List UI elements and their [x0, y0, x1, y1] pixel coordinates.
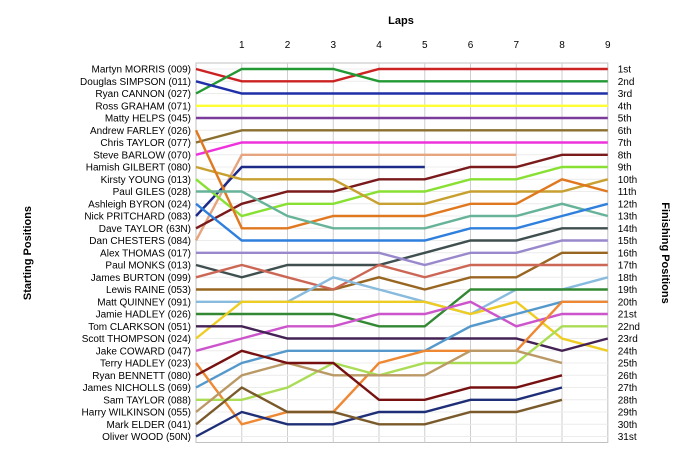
driver-series-line: [195, 141, 608, 156]
starting-driver-label: Dan CHESTERS (084): [89, 236, 191, 247]
starting-driver-label: Jamie HADLEY (026): [96, 310, 191, 321]
driver-series-line: [194, 129, 609, 230]
starting-driver-label: Matt QUINNEY (091): [97, 297, 191, 308]
driver-series-line: [196, 239, 608, 267]
driver-series-line: [195, 165, 608, 218]
starting-driver-label: Ryan BENNETT (080): [92, 371, 191, 382]
finishing-position-label: 17th: [618, 261, 637, 272]
starting-driver-label: Andrew FARLEY (026): [90, 126, 191, 137]
finishing-position-label: 18th: [618, 273, 637, 284]
starting-driver-label: Alex THOMAS (017): [100, 248, 191, 259]
starting-driver-label: Chris TAYLOR (077): [100, 138, 191, 149]
finishing-position-label: 6th: [618, 126, 632, 137]
starting-driver-label: Oliver WOOD (50N): [102, 432, 191, 443]
finishing-position-label: 29th: [618, 408, 637, 419]
finishing-position-label: 16th: [618, 248, 637, 259]
starting-driver-label: Lewis RAINE (053): [106, 285, 191, 296]
x-tick-label: 5: [422, 40, 428, 51]
finishing-position-label: 10th: [618, 175, 637, 186]
finishing-position-label: 1st: [618, 65, 632, 76]
finishing-position-label: 9th: [618, 163, 632, 174]
finishing-position-label: 14th: [618, 224, 637, 235]
finishing-position-label: 2nd: [618, 77, 635, 88]
starting-driver-label: Mark ELDER (041): [107, 420, 191, 431]
driver-series-line: [195, 80, 608, 95]
finishing-position-label: 27th: [618, 383, 637, 394]
finishing-position-label: 28th: [618, 395, 637, 406]
x-tick-label: 7: [513, 40, 519, 51]
x-tick-label: 4: [376, 40, 382, 51]
driver-series-line: [194, 153, 517, 242]
starting-driver-label: Nick PRITCHARD (083): [84, 212, 191, 223]
starting-driver-label: Ross GRAHAM (071): [95, 101, 191, 112]
starting-driver-label: Ryan CANNON (027): [95, 89, 191, 100]
starting-driver-label: Paul GILES (028): [113, 187, 191, 198]
driver-series-line: [195, 386, 563, 426]
driver-series-line: [195, 202, 609, 242]
x-tick-label: 6: [468, 40, 474, 51]
finishing-position-label: 12th: [618, 199, 637, 210]
driver-series-line: [195, 263, 608, 291]
starting-driver-label: Matty HELPS (045): [105, 114, 191, 125]
driver-series-line: [195, 349, 563, 401]
finishing-position-label: 21st: [618, 310, 637, 321]
starting-driver-label: James NICHOLLS (069): [83, 383, 191, 394]
starting-driver-label: Sam TAYLOR (088): [103, 395, 191, 406]
x-tick-label: 3: [330, 40, 336, 51]
finishing-position-label: 25th: [618, 359, 637, 370]
finishing-position-label: 24th: [618, 346, 637, 357]
starting-driver-label: Ashleigh BYRON (024): [88, 199, 191, 210]
driver-series-line: [195, 67, 608, 95]
starting-driver-label: Hamish GILBERT (080): [86, 163, 191, 174]
driver-series-line: [195, 129, 608, 144]
starting-driver-label: Harry WILKINSON (055): [82, 408, 191, 419]
starting-driver-label: Martyn MORRIS (009): [92, 65, 191, 76]
finishing-position-label: 26th: [618, 371, 637, 382]
driver-series-line: [195, 349, 563, 413]
driver-series-line: [196, 190, 609, 230]
finishing-position-label: 4th: [618, 101, 632, 112]
driver-series-line: [195, 67, 608, 83]
finishing-position-label: 31st: [618, 432, 637, 443]
finishing-position-label: 11th: [618, 187, 637, 198]
starting-driver-label: Steve BARLOW (070): [93, 150, 191, 161]
finishing-position-label: 7th: [618, 138, 632, 149]
finishing-position-label: 23rd: [618, 334, 638, 345]
starting-position-labels: Martyn MORRIS (009)Douglas SIMPSON (011)…: [80, 65, 191, 444]
finishing-position-label: 13th: [618, 212, 637, 223]
y-axis-label-right: Finishing Positions: [659, 202, 671, 303]
finishing-position-label: 8th: [618, 150, 632, 161]
starting-driver-label: Kirsty YOUNG (013): [101, 175, 191, 186]
starting-driver-label: Terry HADLEY (023): [100, 359, 191, 370]
finishing-position-label: 22nd: [618, 322, 640, 333]
starting-driver-label: Dave TAYLOR (63N): [99, 224, 191, 235]
finishing-position-label: 5th: [618, 114, 632, 125]
series-lines: [194, 67, 609, 438]
starting-driver-label: James BURTON (099): [91, 273, 191, 284]
starting-driver-label: Jake COWARD (047): [96, 346, 191, 357]
driver-series-line: [195, 386, 563, 438]
finishing-position-label: 19th: [618, 285, 637, 296]
x-tick-label: 1: [239, 40, 245, 51]
x-tick-label: 2: [285, 40, 291, 51]
driver-series-line: [195, 165, 425, 217]
driver-series-line: [196, 325, 608, 401]
starting-driver-label: Douglas SIMPSON (011): [80, 77, 191, 88]
x-tick-labels: 1 2 3 4 5 6 7 8 9: [239, 40, 611, 51]
finishing-position-label: 20th: [618, 297, 637, 308]
starting-driver-label: Paul MONKS (013): [105, 261, 191, 272]
starting-driver-label: Tom CLARKSON (051): [88, 322, 191, 333]
starting-driver-label: Scott THOMPSON (024): [82, 334, 191, 345]
finishing-position-label: 15th: [618, 236, 637, 247]
finishing-position-label: 30th: [618, 420, 637, 431]
x-tick-label: 8: [559, 40, 565, 51]
chart-title: Laps: [388, 15, 414, 27]
x-tick-label: 9: [605, 40, 611, 51]
finishing-position-label: 3rd: [618, 89, 632, 100]
driver-series-line: [196, 288, 608, 328]
driver-series-line: [195, 153, 608, 230]
y-axis-label-left: Starting Positions: [22, 206, 34, 300]
